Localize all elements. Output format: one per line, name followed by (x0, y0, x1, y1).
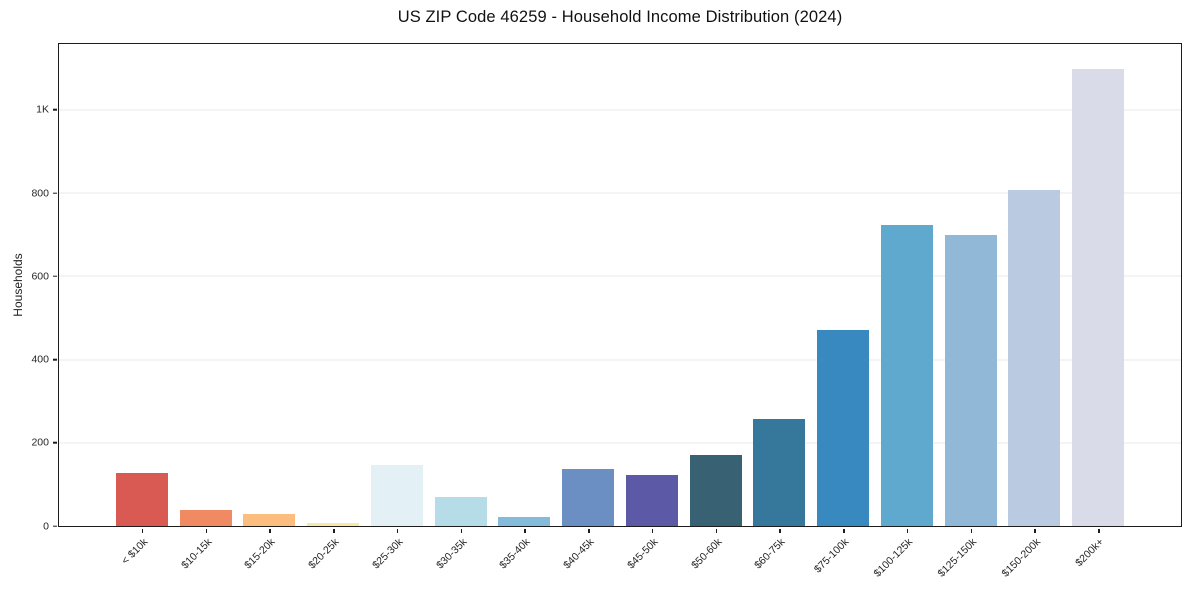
gridline (59, 275, 1181, 277)
gridline (59, 359, 1181, 361)
bar-slot: $60-75k (748, 44, 812, 571)
bar-slot: $30-35k (429, 44, 493, 571)
bar-slot: $35-40k (493, 44, 557, 571)
x-tick-mark (779, 528, 781, 533)
bar (115, 473, 168, 526)
bar (817, 329, 870, 526)
bar (498, 517, 551, 526)
bar (434, 496, 487, 526)
bar-slot: $20-25k (301, 44, 365, 571)
x-tick-mark (333, 528, 335, 533)
y-tick-mark (52, 275, 58, 277)
x-tick-mark (906, 528, 909, 533)
y-tick-label: 800 (31, 186, 49, 199)
x-tick-mark (843, 528, 845, 533)
bar (243, 513, 296, 526)
y-tick-label: 0 (43, 519, 49, 532)
x-tick-label: $30-35k (433, 536, 470, 572)
x-tick-mark (1098, 528, 1100, 533)
x-tick-mark (396, 528, 399, 533)
gridline (59, 442, 1181, 444)
x-tick-mark (269, 528, 271, 533)
bar-slot: $45-50k (620, 44, 684, 571)
bar (944, 234, 997, 526)
bar-slot: $100-125k (872, 44, 939, 580)
x-tick-mark (524, 528, 526, 533)
x-tick-label: $40-45k (561, 536, 597, 572)
x-tick-mark (651, 528, 654, 533)
x-tick-label: $20-25k (306, 536, 342, 572)
x-tick-mark (460, 528, 463, 533)
y-tick-label: 400 (31, 353, 49, 366)
bar (307, 523, 360, 526)
plot-area: < $10k $10-15k $15-20k $20-25k $25-30k $30-35… (31, 43, 1182, 580)
x-tick-label: < $10k (119, 536, 151, 567)
bar-slot: $50-60k (684, 44, 748, 571)
bar (370, 464, 423, 526)
x-tick-mark (588, 528, 590, 533)
bar-slot: $15-20k (238, 44, 302, 571)
bar-slot: $10-15k (174, 44, 238, 571)
bar (689, 455, 742, 526)
x-tick-label: $10-15k (178, 536, 215, 572)
bar (562, 469, 615, 526)
bar-slot: $40-45k (556, 44, 620, 571)
gridline (59, 109, 1181, 111)
x-tick-label: $35-40k (497, 536, 533, 572)
bar-slot: $200k+ (1066, 44, 1130, 569)
bar (179, 509, 232, 526)
x-tick-label: $25-30k (370, 536, 406, 572)
y-tick-label: 1K (36, 103, 49, 116)
bar-slot: $75-100k (811, 44, 875, 575)
x-tick-label: $45-50k (625, 536, 661, 572)
x-tick-mark (141, 528, 144, 533)
bar (880, 225, 933, 526)
bar-slot: $150-200k (999, 44, 1067, 580)
x-tick-label: $150-200k (999, 536, 1043, 580)
bar (625, 475, 678, 526)
bar-slot: < $10k (110, 44, 174, 567)
x-tick-label: $50-60k (688, 536, 725, 572)
x-tick-label: $15-20k (242, 536, 278, 572)
y-tick-label: 200 (31, 436, 49, 449)
bar-slot: $125-150k (936, 44, 1003, 580)
y-tick-mark (52, 358, 58, 361)
y-tick-mark (52, 525, 58, 527)
y-axis-label: Households (11, 253, 25, 317)
bar (753, 418, 806, 526)
x-tick-label: $75-100k (812, 536, 852, 576)
bar-slot: $25-30k (365, 44, 429, 571)
bars-container: < $10k $10-15k $15-20k $20-25k $25-30k $30-35… (59, 44, 1181, 580)
y-tick-mark (52, 109, 58, 111)
y-tick-mark (52, 192, 58, 194)
bar (1072, 69, 1125, 526)
y-tick-label: 600 (31, 270, 49, 283)
x-tick-label: $100-125k (871, 536, 916, 580)
x-tick-mark (205, 528, 208, 533)
x-tick-mark (970, 528, 973, 533)
x-tick-label: $60-75k (752, 536, 788, 572)
gridline (59, 192, 1181, 194)
x-tick-mark (1034, 528, 1036, 533)
x-tick-label: $125-150k (935, 536, 980, 580)
x-tick-mark (715, 528, 718, 533)
bar (1008, 189, 1061, 526)
x-tick-label: $200k+ (1073, 536, 1107, 570)
y-tick-mark (52, 442, 58, 444)
chart-title: US ZIP Code 46259 - Household Income Dis… (397, 8, 843, 26)
